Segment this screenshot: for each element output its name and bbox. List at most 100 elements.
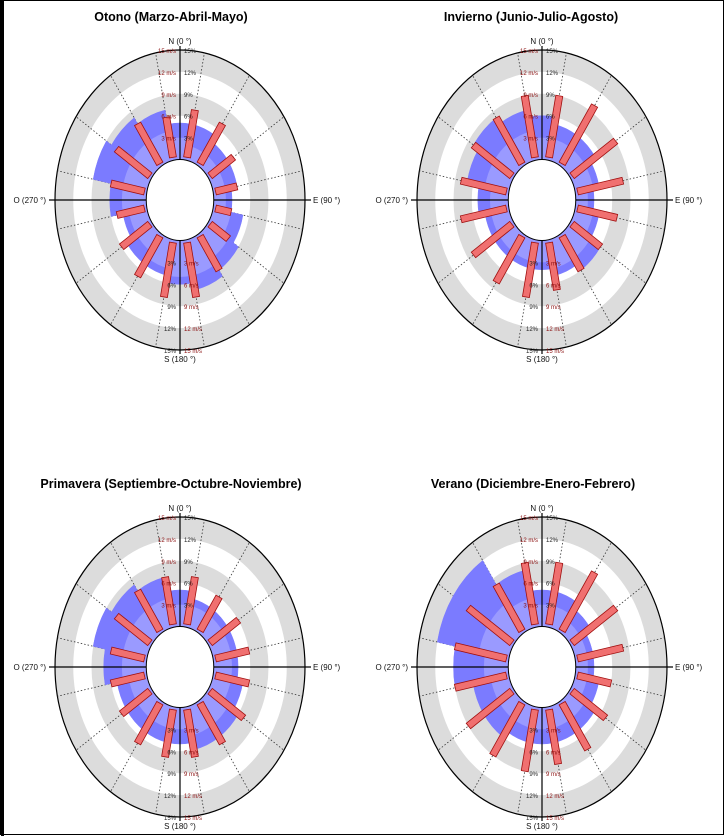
speed-ring-label: 12 m/s [546, 327, 564, 333]
speed-bar-ESE [569, 687, 609, 722]
freq-ring-label: 6% [184, 582, 193, 588]
speed-bar-WSW [109, 671, 146, 688]
freq-ring-label: 3% [546, 137, 555, 143]
speed-ring-label: 15 m/s [158, 516, 176, 522]
freq-ring-label: 6% [546, 115, 555, 121]
speed-ring-label: 12 m/s [546, 794, 564, 800]
freq-ring-label: 6% [546, 582, 555, 588]
speed-bar-SSW [492, 233, 526, 285]
radial-gridline [569, 222, 647, 284]
wind-rose-svg: 3% 3% 6% 6% 9% 9% 12% 12% 15% 15% 3 m/s 3 m/s 6 m/s 6… [13, 504, 341, 831]
freq-ring-label: 3% [529, 728, 538, 734]
speed-bar-NNW [162, 116, 177, 159]
speed-bar-ENE [214, 646, 251, 663]
speed-bar-W [109, 179, 146, 196]
speed-bar-NNE [196, 594, 223, 634]
center-hole [145, 159, 215, 241]
speed-ring-label: 3 m/s [161, 604, 176, 610]
speed-bar-NE [207, 153, 237, 180]
freq-ring-label: 3% [184, 604, 193, 610]
frequency-inner-SE [560, 222, 591, 258]
speed-bar-SSE [545, 708, 562, 766]
wind-rose-invierno: Invierno (Junio-Julio-Agosto) 3% 3% 6% 6% 9%… [362, 10, 724, 370]
speed-ring-label: 12 m/s [184, 794, 202, 800]
center-hole [507, 159, 577, 241]
speed-bar-N [545, 94, 564, 159]
freq-ring-label: 9% [529, 305, 538, 311]
radial-gridline [207, 583, 285, 645]
radial-gridline [207, 116, 285, 178]
freq-ring-label: 12% [526, 794, 539, 800]
speed-bar-WSW [115, 204, 146, 219]
left-border [1, 1, 4, 836]
speed-bar-NW [133, 121, 164, 167]
speed-ring-label: 9 m/s [546, 305, 561, 311]
speed-bar-ENE [576, 643, 625, 663]
speed-bar-S [522, 241, 539, 299]
speed-ring-label: 6 m/s [523, 115, 538, 121]
speed-bar-ESE [207, 687, 247, 722]
label-east: E (90 °) [675, 196, 703, 205]
label-west: O (270 °) [375, 196, 408, 205]
freq-ring-label: 15% [546, 49, 559, 55]
speed-ring-label: 9 m/s [184, 772, 199, 778]
freq-ring-label: 12% [164, 794, 177, 800]
speed-ring-label: 12 m/s [158, 71, 176, 77]
speed-bar-WSW [459, 204, 508, 224]
freq-ring-label: 9% [184, 93, 193, 99]
speed-bar-NE [207, 616, 242, 647]
speed-bar-SSE [545, 241, 561, 291]
freq-ring-label: 12% [546, 538, 559, 544]
label-south: S (180 °) [164, 355, 196, 364]
speed-bar-SSW [133, 233, 164, 279]
speed-bar-SW [465, 687, 515, 730]
speed-bar-NNW [520, 94, 539, 159]
speed-bar-N [183, 109, 199, 159]
speed-bar-SSW [489, 700, 526, 758]
freq-ring-label: 12% [526, 327, 539, 333]
speed-ring-label: 9 m/s [184, 305, 199, 311]
speed-bar-S [520, 708, 539, 773]
radial-gridline [207, 222, 285, 284]
speed-ring-label: 3 m/s [161, 137, 176, 143]
speed-ring-label: 15 m/s [520, 49, 538, 55]
speed-ring-label: 6 m/s [161, 115, 176, 121]
speed-bar-SW [118, 220, 153, 251]
label-east: E (90 °) [313, 663, 341, 672]
wind-rose-svg: 3% 3% 6% 6% 9% 9% 12% 12% 15% 15% 3 m/s 3 m/s 6 m/s 6… [375, 504, 703, 831]
speed-bar-NNE [558, 103, 599, 167]
speed-bar-W [109, 646, 146, 663]
speed-bar-ESE [569, 220, 604, 251]
speed-ring-label: 3 m/s [523, 604, 538, 610]
label-west: O (270 °) [375, 663, 408, 672]
chart-title: Verano (Diciembre-Enero-Febrero) [430, 477, 636, 491]
freq-ring-label: 3% [546, 604, 555, 610]
speed-bar-NW [133, 588, 164, 634]
label-east: E (90 °) [675, 663, 703, 672]
center-hole [145, 626, 215, 708]
chart-title: Primavera (Septiembre-Octubre-Noviembre) [40, 477, 302, 491]
label-north: N (0 °) [168, 37, 192, 46]
speed-bar-NNE [196, 121, 227, 167]
freq-ring-label: 15% [164, 816, 177, 822]
chart-title: Otono (Marzo-Abril-Mayo) [94, 10, 248, 24]
speed-ring-label: 6 m/s [546, 750, 561, 756]
speed-bar-E [214, 671, 251, 688]
speed-ring-label: 9 m/s [546, 772, 561, 778]
chart-title: Invierno (Junio-Julio-Agosto) [443, 10, 619, 24]
freq-ring-label: 9% [184, 560, 193, 566]
speed-bar-SSW [133, 700, 164, 746]
speed-ring-label: 15 m/s [184, 349, 202, 355]
speed-ring-label: 6 m/s [546, 283, 561, 289]
wind-rose-otono: Otono (Marzo-Abril-Mayo) 3% 3% 6% 6% 9% 9% 12%… [0, 10, 362, 370]
frequency-inner-SE [198, 222, 229, 258]
center-hole [507, 626, 577, 708]
freq-ring-label: 12% [164, 327, 177, 333]
radial-gridline [569, 689, 647, 751]
speed-bar-NE [569, 604, 619, 647]
speed-bar-NW [492, 115, 526, 167]
radial-gridline [569, 583, 647, 645]
label-north: N (0 °) [530, 504, 554, 513]
speed-ring-label: 12 m/s [520, 538, 538, 544]
speed-bar-SSE [183, 708, 199, 758]
